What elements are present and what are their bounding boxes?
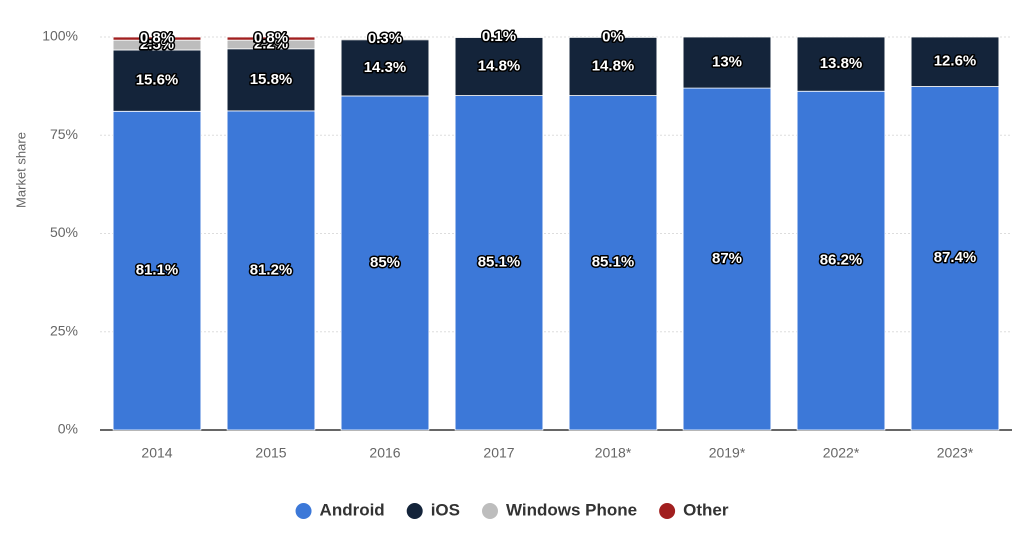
data-label: 0% bbox=[602, 28, 624, 45]
y-tick-label: 75% bbox=[50, 126, 78, 142]
legend-label: Other bbox=[683, 500, 729, 519]
data-label: 85.1% bbox=[478, 254, 521, 271]
legend-marker bbox=[296, 503, 312, 519]
x-tick-label: 2015 bbox=[255, 445, 286, 461]
data-label: 15.6% bbox=[136, 72, 179, 89]
data-label: 14.8% bbox=[478, 57, 521, 74]
data-label: 85.1% bbox=[592, 254, 635, 271]
data-label: 0.8% bbox=[254, 30, 288, 47]
data-label: 14.3% bbox=[364, 59, 407, 76]
data-label: 85% bbox=[370, 254, 400, 271]
data-label: 0.3% bbox=[368, 30, 402, 47]
x-tick-label: 2023* bbox=[937, 445, 974, 461]
data-label: 86.2% bbox=[820, 252, 863, 269]
data-label: 15.8% bbox=[250, 71, 293, 88]
data-label: 13.8% bbox=[820, 55, 863, 72]
y-tick-label: 100% bbox=[42, 28, 78, 44]
data-label: 81.2% bbox=[250, 261, 293, 278]
data-label: 0.8% bbox=[140, 30, 174, 47]
legend-label: Windows Phone bbox=[506, 500, 637, 519]
legend-marker bbox=[482, 503, 498, 519]
data-label: 87.4% bbox=[934, 249, 977, 266]
x-tick-label: 2022* bbox=[823, 445, 860, 461]
legend-marker bbox=[659, 503, 675, 519]
y-axis-label: Market share bbox=[13, 132, 28, 208]
x-tick-label: 2018* bbox=[595, 445, 632, 461]
legend-label: Android bbox=[320, 500, 385, 519]
legend: Android iOS Windows Phone Other bbox=[296, 500, 729, 519]
x-tick-label: 2017 bbox=[483, 445, 514, 461]
data-label: 0.1% bbox=[482, 28, 516, 45]
legend-label: iOS bbox=[431, 500, 460, 519]
data-label: 14.8% bbox=[592, 57, 635, 74]
x-tick-label: 2016 bbox=[369, 445, 400, 461]
x-tick-label: 2014 bbox=[141, 445, 172, 461]
data-label: 87% bbox=[712, 250, 742, 267]
legend-marker bbox=[407, 503, 423, 519]
x-tick-label: 2019* bbox=[709, 445, 746, 461]
data-label: 13% bbox=[712, 54, 742, 71]
y-tick-label: 50% bbox=[50, 224, 78, 240]
data-label: 81.1% bbox=[136, 262, 179, 279]
y-tick-label: 25% bbox=[50, 322, 78, 338]
data-label: 12.6% bbox=[934, 53, 977, 70]
y-tick-label: 0% bbox=[58, 421, 78, 437]
